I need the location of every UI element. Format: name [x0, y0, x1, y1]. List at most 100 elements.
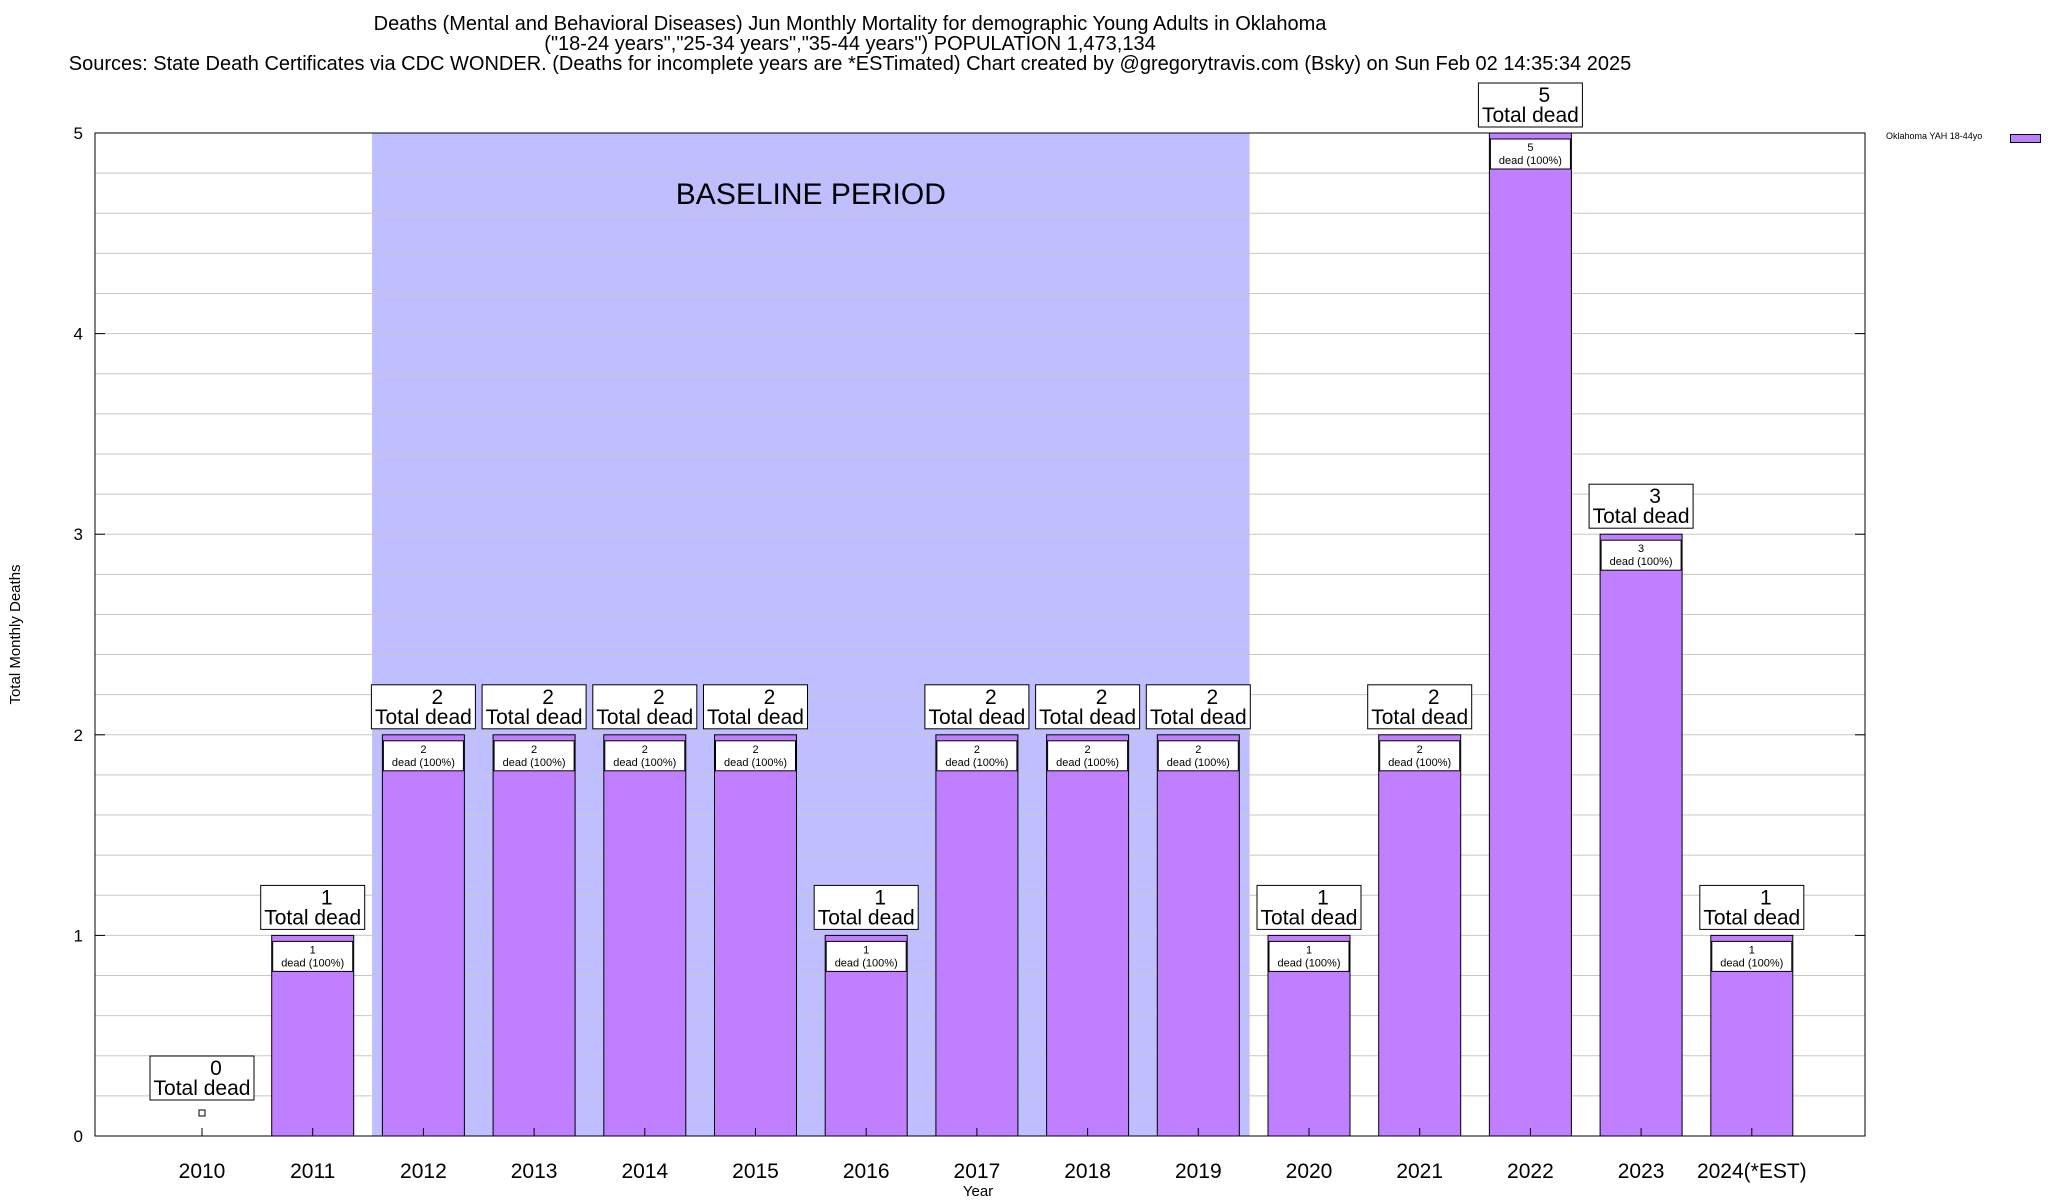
total-dead-label: Total dead	[1039, 706, 1136, 729]
legend-swatch	[2010, 134, 2041, 143]
total-dead-label: Total dead	[707, 706, 804, 729]
x-tick-label: 2023	[1618, 1160, 1665, 1183]
bar-inner-value-label: 1	[1306, 944, 1312, 956]
total-label-box	[703, 684, 808, 730]
total-label-box	[1256, 884, 1362, 930]
bar-inner-value-label: 2	[1085, 744, 1091, 756]
total-value-label: 1	[321, 886, 333, 909]
bar-inner-percent-label: dead (100%)	[1720, 957, 1783, 969]
bar	[381, 734, 465, 1137]
total-value-label: 2	[764, 686, 776, 709]
bar-inner-label-box	[715, 740, 796, 772]
x-tick-label: 2011	[290, 1160, 335, 1183]
total-label-box	[370, 684, 476, 730]
bar	[935, 734, 1019, 1137]
plot-area-border	[94, 132, 1866, 1137]
total-dead-label: Total dead	[1371, 706, 1468, 729]
total-dead-label: Total dead	[1261, 906, 1358, 929]
bar-inner-percent-label: dead (100%)	[1610, 556, 1673, 568]
total-value-label: 2	[653, 686, 665, 709]
y-tick-label: 0	[74, 1127, 83, 1146]
bar-inner-percent-label: dead (100%)	[1167, 757, 1230, 769]
total-dead-label: Total dead	[596, 706, 693, 729]
bar-inner-value-label: 1	[310, 944, 316, 956]
total-dead-label: Total dead	[928, 706, 1025, 729]
bar-inner-label-box	[1047, 740, 1129, 772]
total-dead-label: Total dead	[486, 706, 583, 729]
bar-inner-percent-label: dead (100%)	[613, 757, 676, 769]
x-tick-label: 2017	[954, 1160, 1001, 1183]
total-label-box	[481, 684, 587, 730]
bar-inner-percent-label: dead (100%)	[835, 957, 898, 969]
y-tick-label: 3	[74, 525, 83, 544]
total-label-box	[813, 884, 919, 930]
bar-inner-label-box	[272, 940, 354, 972]
bar-inner-value-label: 2	[1195, 744, 1201, 756]
y-tick-label: 1	[74, 926, 83, 945]
total-label-box	[260, 884, 366, 930]
zero-marker	[198, 1109, 206, 1117]
bar	[1599, 533, 1683, 1137]
total-value-label: 1	[1317, 886, 1329, 909]
chart-title-line-3: Sources: State Death Certificates via CD…	[68, 53, 1632, 75]
bar-inner-value-label: 2	[420, 744, 426, 756]
x-tick-label: 2022	[1507, 1160, 1554, 1183]
bar-inner-label-box	[1711, 940, 1793, 972]
legend-label: Oklahoma YAH 18-44yo	[1886, 131, 1983, 141]
bar-inner-label-box	[493, 740, 575, 772]
total-value-label: 2	[1096, 686, 1108, 709]
total-value-label: 5	[1539, 84, 1551, 107]
total-dead-label: Total dead	[264, 906, 361, 929]
bar-inner-label-box	[1379, 740, 1461, 772]
x-tick-label: 2021	[1396, 1160, 1443, 1183]
total-label-box	[1367, 684, 1473, 730]
bar-inner-value-label: 5	[1527, 142, 1533, 154]
y-tick-label: 2	[74, 726, 83, 745]
bar-inner-value-label: 2	[752, 744, 758, 756]
x-tick-label: 2010	[179, 1160, 226, 1183]
chart-title-line-1: Deaths (Mental and Behavioral Diseases) …	[373, 13, 1327, 35]
x-tick-label: 2012	[400, 1160, 447, 1183]
x-tick-label: 2018	[1064, 1160, 1111, 1183]
x-tick-label: 2014	[621, 1160, 668, 1183]
bar-inner-value-label: 3	[1638, 543, 1644, 555]
total-dead-label: Total dead	[154, 1077, 251, 1100]
x-tick-label: 2019	[1175, 1160, 1222, 1183]
total-dead-label: Total dead	[1482, 104, 1579, 127]
total-dead-label: Total dead	[1703, 906, 1800, 929]
bar-inner-label-box	[1157, 740, 1239, 772]
bar-inner-label-box	[936, 740, 1018, 772]
total-value-label: 2	[1428, 686, 1440, 709]
total-label-box	[149, 1055, 255, 1101]
y-tick-label: 4	[74, 325, 83, 344]
bar-inner-percent-label: dead (100%)	[281, 957, 344, 969]
baseline-period-label: BASELINE PERIOD	[676, 178, 946, 211]
bar-inner-value-label: 2	[974, 744, 980, 756]
total-label-box	[1699, 884, 1805, 930]
total-dead-label: Total dead	[1150, 706, 1247, 729]
total-value-label: 1	[1760, 886, 1772, 909]
bar	[1156, 734, 1240, 1137]
bar-inner-percent-label: dead (100%)	[392, 757, 455, 769]
bar-inner-value-label: 2	[1417, 744, 1423, 756]
bar-inner-percent-label: dead (100%)	[945, 757, 1008, 769]
total-dead-label: Total dead	[1593, 505, 1690, 528]
total-value-label: 3	[1649, 485, 1661, 508]
total-value-label: 2	[1206, 686, 1218, 709]
total-label-box	[1035, 684, 1141, 730]
bar-inner-value-label: 2	[642, 744, 648, 756]
bar-inner-percent-label: dead (100%)	[724, 757, 787, 769]
bar	[603, 734, 687, 1137]
x-tick-label: 2013	[511, 1160, 558, 1183]
bar-inner-percent-label: dead (100%)	[503, 757, 566, 769]
bar-inner-label-box	[825, 940, 907, 972]
total-value-label: 2	[542, 686, 554, 709]
x-tick-label: 2020	[1286, 1160, 1333, 1183]
total-value-label: 2	[432, 686, 444, 709]
bar-inner-label-box	[1489, 138, 1571, 170]
bar	[1378, 734, 1462, 1137]
bar	[492, 734, 576, 1137]
chart-title-line-2: ("18-24 years","25-34 years","35-44 year…	[544, 33, 1156, 55]
y-axis-label: Total Monthly Deaths	[7, 564, 24, 704]
